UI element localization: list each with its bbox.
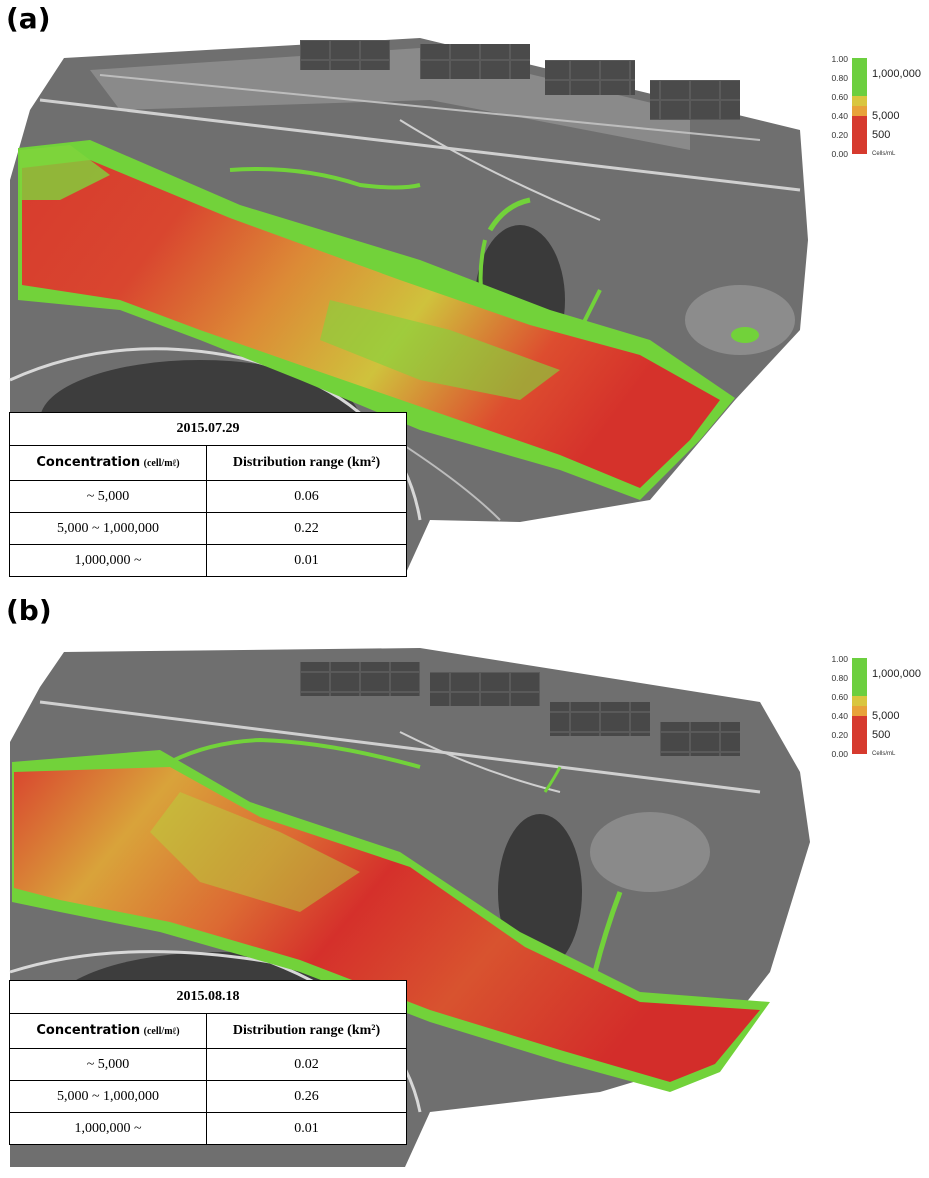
distribution-table: 2015.07.29 Concentration (cell/mℓ) Distr… bbox=[9, 412, 407, 577]
legend-category: 1,000,000 bbox=[872, 668, 921, 680]
legend-tick: 1.00 bbox=[831, 54, 848, 64]
concentration-header: Concentration (cell/mℓ) bbox=[9, 1013, 207, 1049]
legend-tick: 0.00 bbox=[831, 749, 848, 759]
panel-a: (a) bbox=[0, 0, 929, 586]
panel-label: (b) bbox=[6, 594, 52, 627]
legend-category: 1,000,000 bbox=[872, 68, 921, 80]
range-cell: 0.06 bbox=[206, 480, 407, 513]
legend-bar-low bbox=[852, 116, 867, 154]
range-cell: 0.22 bbox=[206, 512, 407, 545]
table-date: 2015.07.29 bbox=[9, 412, 407, 446]
range-cell: 0.02 bbox=[206, 1048, 407, 1081]
distribution-header: Distribution range (km²) bbox=[206, 445, 407, 481]
legend-tick: 0.00 bbox=[831, 149, 848, 159]
concentration-cell: 5,000 ~ 1,000,000 bbox=[9, 512, 207, 545]
table-row: 5,000 ~ 1,000,000 0.26 bbox=[9, 1080, 407, 1113]
concentration-cell: ~ 5,000 bbox=[9, 1048, 207, 1081]
concentration-legend: 1.00 0.80 0.60 0.40 0.20 0.00 1,000,000 … bbox=[822, 54, 929, 164]
legend-bar-low bbox=[852, 716, 867, 754]
legend-bar-mid bbox=[852, 706, 867, 716]
concentration-cell: 1,000,000 ~ bbox=[9, 544, 207, 577]
legend-bar-high bbox=[852, 58, 867, 96]
range-cell: 0.26 bbox=[206, 1080, 407, 1113]
table-date: 2015.08.18 bbox=[9, 980, 407, 1014]
concentration-cell: ~ 5,000 bbox=[9, 480, 207, 513]
legend-tick: 0.40 bbox=[831, 111, 848, 121]
distribution-header: Distribution range (km²) bbox=[206, 1013, 407, 1049]
panel-label: (a) bbox=[6, 2, 51, 35]
legend-category: 5,000 bbox=[872, 110, 900, 122]
concentration-cell: 1,000,000 ~ bbox=[9, 1112, 207, 1145]
legend-tick: 0.40 bbox=[831, 711, 848, 721]
table-row: 5,000 ~ 1,000,000 0.22 bbox=[9, 512, 407, 545]
panel-b: (b) bbox=[0, 592, 929, 1178]
table-row: ~ 5,000 0.06 bbox=[9, 480, 407, 513]
range-cell: 0.01 bbox=[206, 1112, 407, 1145]
legend-tick: 1.00 bbox=[831, 654, 848, 664]
legend-bar-transition bbox=[852, 696, 867, 706]
table-row: ~ 5,000 0.02 bbox=[9, 1048, 407, 1081]
legend-tick: 0.60 bbox=[831, 92, 848, 102]
legend-tick: 0.20 bbox=[831, 130, 848, 140]
concentration-legend: 1.00 0.80 0.60 0.40 0.20 0.00 1,000,000 … bbox=[822, 654, 929, 764]
legend-bar-transition bbox=[852, 96, 867, 106]
legend-unit: Cells/mL bbox=[872, 151, 896, 157]
legend-tick: 0.60 bbox=[831, 692, 848, 702]
concentration-cell: 5,000 ~ 1,000,000 bbox=[9, 1080, 207, 1113]
distribution-table: 2015.08.18 Concentration (cell/mℓ) Distr… bbox=[9, 980, 407, 1145]
legend-category: 500 bbox=[872, 129, 891, 141]
range-cell: 0.01 bbox=[206, 544, 407, 577]
concentration-header: Concentration (cell/mℓ) bbox=[9, 445, 207, 481]
legend-category: 500 bbox=[872, 729, 891, 741]
legend-bar-mid bbox=[852, 106, 867, 116]
table-row: 1,000,000 ~ 0.01 bbox=[9, 1112, 407, 1145]
legend-bar-high bbox=[852, 658, 867, 696]
legend-tick: 0.80 bbox=[831, 73, 848, 83]
legend-tick: 0.80 bbox=[831, 673, 848, 683]
legend-tick: 0.20 bbox=[831, 730, 848, 740]
legend-category: 5,000 bbox=[872, 710, 900, 722]
legend-unit: Cells/mL bbox=[872, 751, 896, 757]
table-row: 1,000,000 ~ 0.01 bbox=[9, 544, 407, 577]
